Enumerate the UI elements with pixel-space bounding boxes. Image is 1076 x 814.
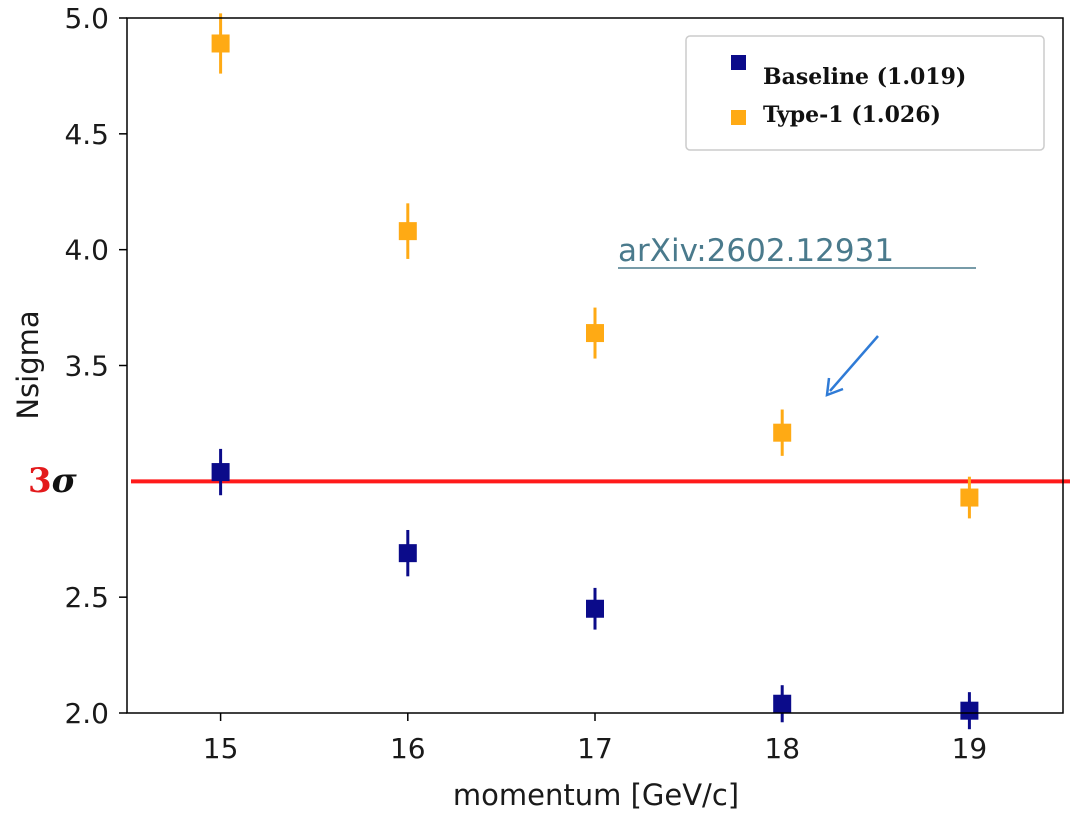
- legend-label-baseline: Baseline (1.019): [763, 64, 966, 90]
- y-tick-label: 2.0: [64, 697, 109, 730]
- baseline-point: [960, 701, 979, 720]
- y-tick-label: 2.5: [64, 581, 109, 614]
- arrow-shaft: [829, 335, 879, 392]
- baseline-point: [211, 463, 230, 482]
- y-tick-label: 3.5: [64, 350, 109, 383]
- three-sigma-number: 3: [28, 461, 52, 501]
- type1-point: [773, 423, 792, 442]
- arxiv-reference-link[interactable]: arXiv:2602.12931: [618, 233, 894, 269]
- type1-point: [398, 222, 417, 241]
- x-tick-label: 16: [390, 732, 426, 765]
- legend-marker-type1: [731, 110, 746, 125]
- legend-box: [685, 35, 1045, 151]
- sigma-symbol: σ: [52, 461, 78, 501]
- arrow-head-icon: [825, 377, 844, 397]
- three-sigma-label: 3σ: [28, 461, 78, 501]
- x-axis-title: momentum [GeV/c]: [453, 778, 739, 812]
- x-tick-label: 19: [952, 732, 988, 765]
- baseline-point: [773, 694, 792, 713]
- type1-point: [211, 34, 230, 53]
- x-tick-label: 15: [203, 732, 239, 765]
- legend-marker-baseline: [731, 55, 746, 70]
- baseline-point: [398, 544, 417, 563]
- plot-frame: [126, 17, 1064, 714]
- y-axis-title: Nsigma: [11, 310, 45, 419]
- y-tick-label: 5.0: [64, 2, 109, 35]
- y-tick-label: 4.5: [64, 118, 109, 151]
- x-tick-label: 17: [577, 732, 613, 765]
- type1-point: [586, 324, 604, 343]
- baseline-point: [586, 599, 604, 618]
- legend: Baseline (1.019) Type-1 (1.026): [685, 35, 1045, 151]
- type1-point: [960, 488, 979, 507]
- x-tick-label: 18: [764, 732, 800, 765]
- y-tick-label: 4.0: [64, 234, 109, 267]
- legend-label-type1: Type-1 (1.026): [763, 102, 941, 128]
